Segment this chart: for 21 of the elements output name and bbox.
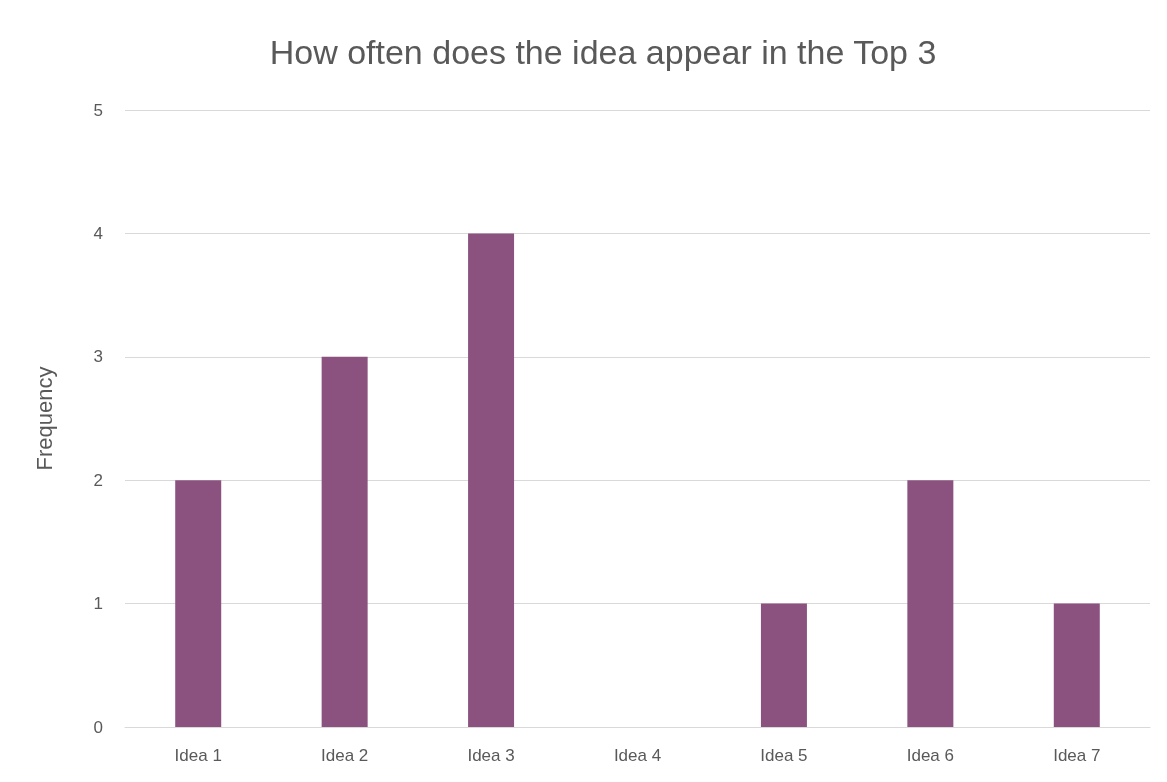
bar (175, 480, 222, 727)
x-tick-label: Idea 2 (321, 746, 369, 765)
y-tick-label: 4 (93, 223, 103, 243)
x-tick-label: Idea 6 (906, 746, 954, 765)
x-tick-label: Idea 1 (174, 746, 222, 765)
x-tick-label: Idea 5 (760, 746, 808, 765)
bar (907, 480, 954, 727)
x-tick-label: Idea 7 (1053, 746, 1101, 765)
bar (760, 603, 807, 727)
bar (468, 233, 515, 727)
y-tick-label: 1 (93, 594, 103, 614)
y-tick-label: 0 (93, 717, 103, 737)
y-tick-label: 2 (93, 470, 103, 490)
y-tick-label: 3 (93, 347, 103, 367)
y-tick-label: 5 (93, 100, 103, 120)
bar (321, 356, 368, 727)
bar (1053, 603, 1100, 727)
y-axis-title: Frequency (31, 366, 57, 471)
x-tick-label: Idea 4 (613, 746, 662, 765)
x-tick-label: Idea 3 (467, 746, 515, 765)
chart-title: How often does the idea appear in the Top 3 (269, 33, 937, 71)
